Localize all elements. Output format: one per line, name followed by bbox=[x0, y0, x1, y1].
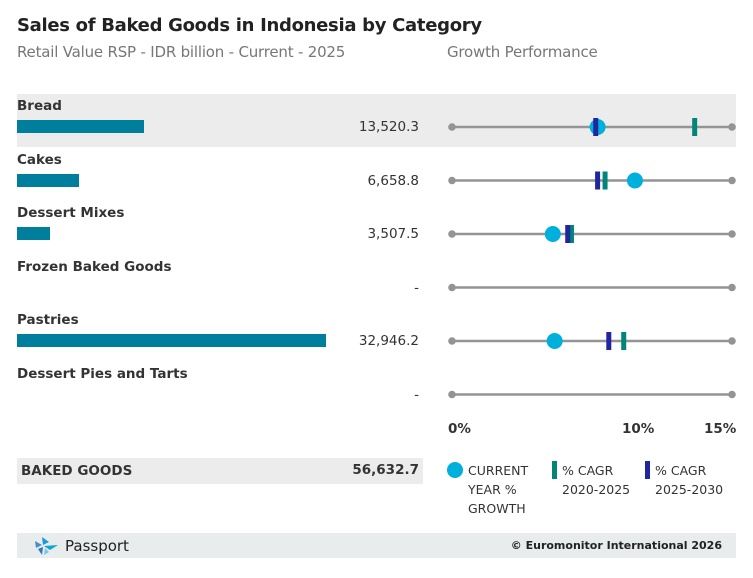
legend-cagr-future-line2: 2025-2030 bbox=[655, 482, 724, 497]
legend-cagr-past-line2: 2020-2025 bbox=[562, 482, 631, 497]
total-label: BAKED GOODS bbox=[21, 463, 133, 479]
category-row: Frozen Baked Goods - bbox=[17, 255, 736, 308]
legend-cagr-future-line1: % CAGR bbox=[655, 463, 707, 478]
total-row: BAKED GOODS 56,632.7 bbox=[17, 458, 423, 484]
legend-navy-bar-icon bbox=[645, 461, 650, 479]
legend-cagr-past: % CAGR 2020-2025 bbox=[562, 461, 630, 499]
axis-start-dot bbox=[448, 230, 456, 238]
axis-end-dot bbox=[728, 176, 736, 185]
axis-start-dot bbox=[448, 337, 456, 345]
value-bar bbox=[17, 120, 144, 133]
tick-label-10: 10% bbox=[622, 421, 655, 437]
category-value: 6,658.8 bbox=[367, 172, 419, 189]
footer-brand: Passport bbox=[65, 537, 129, 555]
category-label: Cakes bbox=[17, 151, 62, 168]
cagr-2025-2030-marker bbox=[595, 171, 601, 190]
footer-copyright: © Euromonitor International 2026 bbox=[510, 539, 722, 552]
axis-start-dot bbox=[448, 123, 456, 131]
category-row: Dessert Mixes 3,507.5 bbox=[17, 201, 736, 254]
legend-cagr-future: % CAGR 2025-2030 bbox=[655, 461, 723, 499]
axis-end-dot bbox=[728, 123, 736, 131]
tick-label-0: 0% bbox=[448, 421, 471, 437]
chart-subtitle: Retail Value RSP - IDR billion - Current… bbox=[17, 43, 346, 61]
axis-end-dot bbox=[728, 390, 736, 399]
category-label: Dessert Mixes bbox=[17, 205, 125, 221]
footer: Passport © Euromonitor International 202… bbox=[17, 533, 736, 558]
legend-current: CURRENT YEAR % GROWTH bbox=[468, 461, 528, 518]
category-row: Pastries 32,946.2 bbox=[17, 308, 736, 361]
current-growth-marker bbox=[544, 226, 561, 242]
growth-chart bbox=[448, 118, 736, 399]
legend-current-line2: YEAR % bbox=[468, 482, 517, 497]
cagr-2020-2025-marker bbox=[568, 225, 574, 243]
passport-logo-icon bbox=[35, 537, 58, 555]
axis-end-dot bbox=[728, 283, 736, 292]
legend-current-line3: GROWTH bbox=[468, 501, 526, 516]
category-row: Cakes 6,658.8 bbox=[17, 148, 736, 201]
cagr-2020-2025-marker bbox=[602, 171, 608, 190]
chart-title: Sales of Baked Goods in Indonesia by Cat… bbox=[17, 15, 482, 36]
category-value: - bbox=[414, 279, 419, 296]
category-label: Dessert Pies and Tarts bbox=[17, 365, 188, 382]
legend-circle-icon bbox=[447, 462, 463, 478]
category-value: 3,507.5 bbox=[367, 226, 419, 242]
axis-start-dot bbox=[448, 176, 456, 185]
category-label: Frozen Baked Goods bbox=[17, 258, 172, 275]
axis-end-dot bbox=[728, 230, 736, 238]
axis-end-dot bbox=[728, 337, 736, 345]
total-value: 56,632.7 bbox=[352, 462, 419, 478]
category-label: Pastries bbox=[17, 312, 79, 328]
legend-cagr-past-line1: % CAGR bbox=[562, 463, 614, 478]
current-growth-marker bbox=[626, 172, 643, 189]
tick-label-15: 15% bbox=[704, 421, 737, 437]
category-value: 13,520.3 bbox=[358, 119, 419, 135]
category-row: Dessert Pies and Tarts - bbox=[17, 362, 736, 415]
category-value: - bbox=[414, 386, 419, 403]
legend-teal-bar-icon bbox=[552, 461, 557, 479]
category-row: Bread 13,520.3 bbox=[17, 94, 736, 147]
cagr-2020-2025-marker bbox=[692, 118, 698, 136]
category-value: 32,946.2 bbox=[358, 333, 419, 349]
cagr-2020-2025-marker bbox=[621, 332, 627, 350]
category-label: Bread bbox=[17, 98, 62, 114]
cagr-2025-2030-marker bbox=[593, 118, 599, 136]
cagr-2025-2030-marker bbox=[606, 332, 612, 350]
value-bar bbox=[17, 173, 79, 187]
value-bar bbox=[17, 334, 326, 347]
cagr-2025-2030-marker bbox=[565, 225, 571, 243]
growth-title: Growth Performance bbox=[447, 43, 598, 61]
axis-start-dot bbox=[448, 283, 456, 292]
legend-current-line1: CURRENT bbox=[468, 463, 529, 478]
axis-start-dot bbox=[448, 390, 456, 399]
current-growth-marker bbox=[546, 333, 563, 349]
value-bar bbox=[17, 227, 50, 240]
